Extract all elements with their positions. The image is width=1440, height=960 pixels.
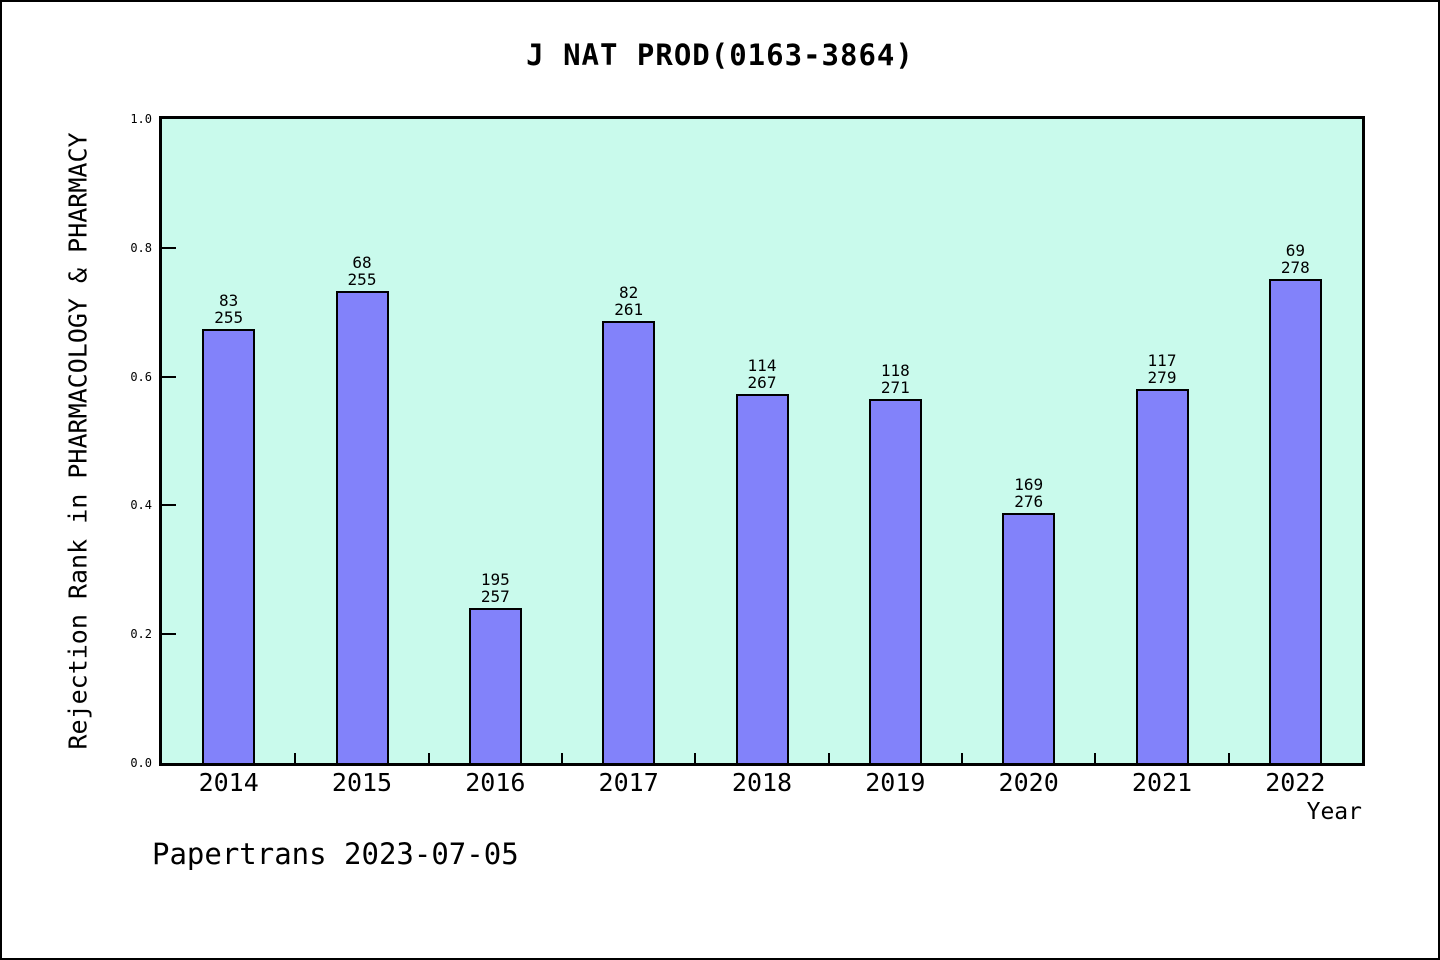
x-tick-mark bbox=[1227, 753, 1230, 763]
plot-area: 83 255 68 255 195 257 82 261 114 267 118 271 169 276 1… bbox=[159, 116, 1365, 766]
bar-2018 bbox=[735, 394, 789, 763]
bar-rank-value: 169 bbox=[1014, 475, 1044, 494]
x-tick-mark bbox=[961, 753, 963, 763]
x-tick-label-2014: 2014 bbox=[198, 768, 259, 797]
bar-total-value: 255 bbox=[214, 308, 244, 327]
y-tick-label: 0.8 bbox=[130, 240, 152, 255]
x-tick-mark bbox=[427, 753, 430, 763]
watermark-text: Papertrans 2023-07-05 bbox=[152, 837, 519, 871]
bar-2022 bbox=[1268, 279, 1322, 763]
bar-value-label: 69 278 bbox=[1235, 242, 1355, 276]
x-axis-tick-labels: 2014 2015 2016 2017 2018 2019 2020 2021 2022 bbox=[162, 768, 1362, 800]
bar-total-value: 255 bbox=[347, 270, 377, 289]
y-tick-label: 0.6 bbox=[130, 369, 152, 384]
bar-2014 bbox=[202, 329, 256, 763]
bar-rank-value: 68 bbox=[352, 253, 372, 272]
x-tick-label-2020: 2020 bbox=[998, 768, 1059, 797]
bar-total-value: 276 bbox=[1014, 492, 1044, 511]
x-tick-mark bbox=[294, 753, 297, 763]
x-tick-label-2015: 2015 bbox=[331, 768, 393, 797]
x-tick-label-2017: 2017 bbox=[598, 768, 659, 797]
bar-2021 bbox=[1135, 389, 1189, 763]
bar-2020 bbox=[1002, 513, 1056, 763]
bar-rank-value: 82 bbox=[619, 283, 639, 302]
bar-2017 bbox=[602, 321, 656, 763]
y-tick-mark bbox=[162, 246, 176, 249]
bar-rank-value: 114 bbox=[747, 356, 777, 375]
x-axis-title: Year bbox=[1306, 799, 1362, 825]
y-tick-mark bbox=[162, 633, 176, 636]
bar-rank-value: 117 bbox=[1147, 351, 1177, 370]
bar-rank-value: 118 bbox=[880, 361, 910, 380]
x-tick-label-2016: 2016 bbox=[465, 768, 526, 797]
chart-title: J NAT PROD(0163-3864) bbox=[526, 38, 914, 72]
bar-value-label: 117 279 bbox=[1102, 352, 1222, 386]
bar-value-label: 114 267 bbox=[702, 357, 822, 391]
bar-2016 bbox=[468, 608, 522, 763]
bar-rank-value: 83 bbox=[219, 291, 239, 310]
bar-value-label: 195 257 bbox=[435, 571, 555, 605]
x-tick-label-2018: 2018 bbox=[731, 768, 793, 797]
bar-total-value: 267 bbox=[747, 373, 777, 392]
bar-total-value: 278 bbox=[1280, 258, 1310, 277]
bar-2015 bbox=[335, 291, 389, 763]
bar-total-value: 279 bbox=[1147, 368, 1177, 387]
bar-total-value: 271 bbox=[880, 378, 910, 397]
y-tick-label: 0.0 bbox=[130, 756, 152, 770]
x-tick-mark bbox=[1094, 753, 1097, 763]
bar-total-value: 261 bbox=[614, 300, 644, 319]
bar-total-value: 257 bbox=[480, 587, 510, 606]
y-tick-mark bbox=[162, 504, 176, 507]
x-tick-label-2019: 2019 bbox=[865, 768, 926, 797]
y-tick-label: 0.2 bbox=[130, 627, 152, 642]
x-tick-label-2022: 2022 bbox=[1265, 768, 1326, 797]
x-tick-mark bbox=[827, 753, 830, 763]
x-tick-mark bbox=[694, 753, 697, 763]
bar-value-label: 68 255 bbox=[302, 254, 422, 288]
y-tick-mark bbox=[162, 375, 176, 378]
bar-value-label: 82 261 bbox=[569, 284, 689, 318]
bar-value-label: 169 276 bbox=[969, 476, 1089, 510]
bar-value-label: 83 255 bbox=[169, 292, 289, 326]
bar-rank-value: 195 bbox=[480, 570, 510, 589]
bar-rank-value: 69 bbox=[1285, 241, 1305, 260]
bar-2019 bbox=[868, 399, 922, 763]
bar-value-label: 118 271 bbox=[835, 362, 955, 396]
x-tick-label-2021: 2021 bbox=[1131, 768, 1193, 797]
y-tick-label: 1.0 bbox=[130, 112, 152, 126]
y-tick-label: 0.4 bbox=[130, 498, 152, 513]
y-axis-tick-labels: 0.0 0.2 0.4 0.6 0.8 1.0 bbox=[2, 112, 152, 770]
x-tick-mark bbox=[561, 753, 563, 763]
